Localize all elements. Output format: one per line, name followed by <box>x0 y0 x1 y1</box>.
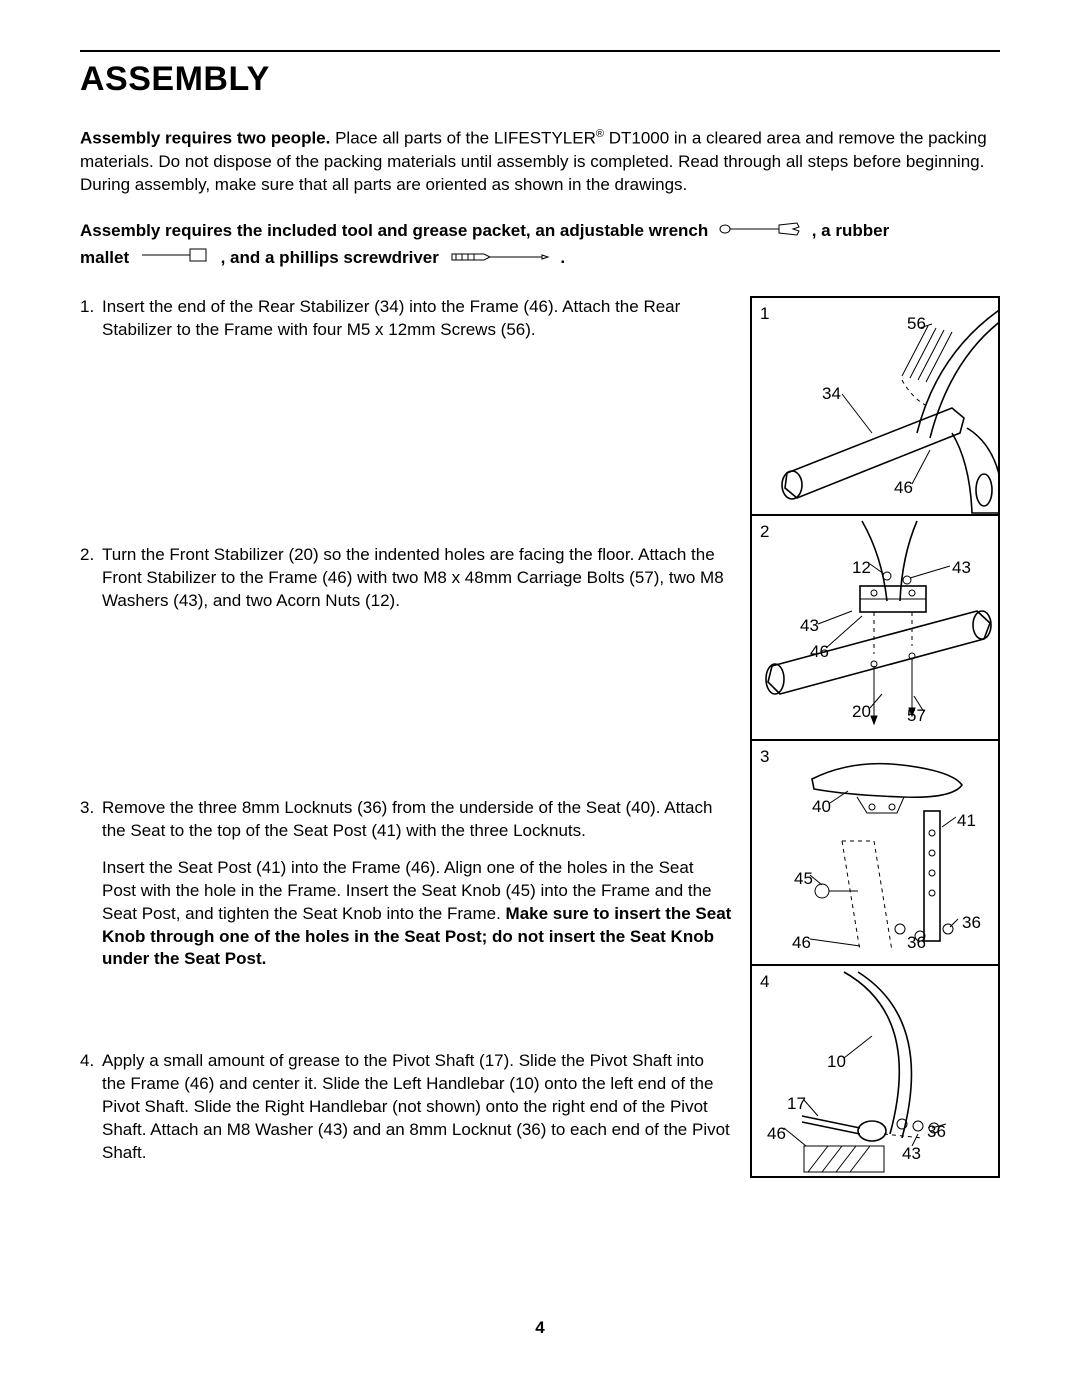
wrench-icon <box>719 219 801 245</box>
figure-number: 4 <box>760 972 769 992</box>
tools-line1a: Assembly requires the included tool and … <box>80 221 708 240</box>
figure-3: 3 <box>750 741 1000 966</box>
figure-number: 2 <box>760 522 769 542</box>
callout-label: 46 <box>767 1124 786 1144</box>
callout-label: 12 <box>852 558 871 578</box>
step-text: Apply a small amount of grease to the Pi… <box>102 1050 732 1165</box>
callout-label: 36 <box>962 913 981 933</box>
callout-label: 43 <box>800 616 819 636</box>
callout-label: 46 <box>792 933 811 953</box>
step-number: 1. <box>80 296 102 516</box>
callout-label: 17 <box>787 1094 806 1114</box>
page-title: ASSEMBLY <box>80 60 1000 99</box>
tools-line1b: , a rubber <box>812 221 889 240</box>
step-text: Insert the Seat Post (41) into the Frame… <box>102 857 732 972</box>
callout-label: 56 <box>907 314 926 334</box>
step-text: Turn the Front Stabilizer (20) so the in… <box>102 544 732 613</box>
callout-label: 36 <box>927 1122 946 1142</box>
figure-2: 2 <box>750 516 1000 741</box>
step-number: 4. <box>80 1050 102 1260</box>
figure-number: 1 <box>760 304 769 324</box>
callout-label: 10 <box>827 1052 846 1072</box>
figure-number: 3 <box>760 747 769 767</box>
screwdriver-icon <box>450 246 550 272</box>
page-number: 4 <box>80 1318 1000 1338</box>
callout-label: 43 <box>902 1144 921 1164</box>
step-number: 2. <box>80 544 102 769</box>
callout-label: 34 <box>822 384 841 404</box>
callout-label: 45 <box>794 869 813 889</box>
step-3: 3. Remove the three 8mm Locknuts (36) fr… <box>80 797 732 1022</box>
intro-bold: Assembly requires two people. <box>80 129 330 148</box>
step-1: 1. Insert the end of the Rear Stabilizer… <box>80 296 732 516</box>
callout-label: 46 <box>810 642 829 662</box>
callout-label: 43 <box>952 558 971 578</box>
figure-4: 4 <box>750 966 1000 1178</box>
step-4: 4. Apply a small amount of grease to the… <box>80 1050 732 1260</box>
figure-column: 1 56 3 <box>750 296 1000 1288</box>
tools-paragraph: Assembly requires the included tool and … <box>80 218 1000 271</box>
figure-1: 1 563 <box>750 296 1000 516</box>
step-number: 3. <box>80 797 102 1022</box>
tools-line2c: . <box>560 248 565 267</box>
tools-line2b: , and a phillips screwdriver <box>221 248 439 267</box>
step-2: 2. Turn the Front Stabilizer (20) so the… <box>80 544 732 769</box>
callout-label: 40 <box>812 797 831 817</box>
step-text: Insert the end of the Rear Stabilizer (3… <box>102 296 732 342</box>
step-text: Remove the three 8mm Locknuts (36) from … <box>102 797 732 843</box>
mallet-icon <box>140 246 210 272</box>
callout-label: 20 <box>852 702 871 722</box>
registered-mark: ® <box>596 128 604 140</box>
callout-label: 41 <box>957 811 976 831</box>
tools-line2a: mallet <box>80 248 129 267</box>
intro-text-1: Place all parts of the LIFESTYLER <box>330 129 596 148</box>
callout-label: 46 <box>894 478 913 498</box>
callout-label: 57 <box>907 706 926 726</box>
callout-label: 36 <box>907 933 926 953</box>
intro-paragraph: Assembly requires two people. Place all … <box>80 127 1000 196</box>
